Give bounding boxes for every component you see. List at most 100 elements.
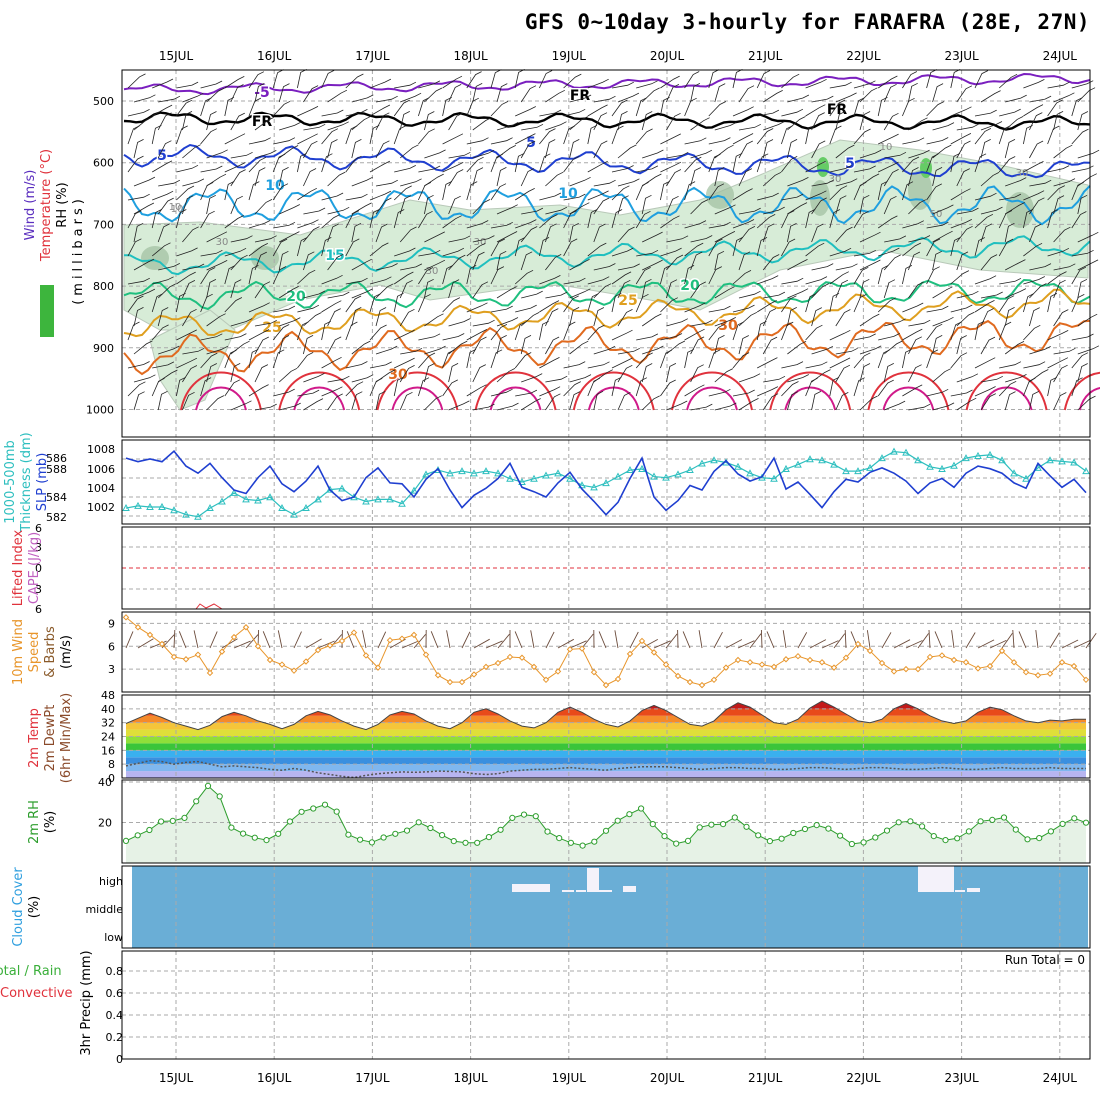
wind-barb	[569, 374, 592, 383]
wind-barb	[908, 281, 924, 299]
wind-barb	[496, 122, 519, 131]
wind-barb	[321, 320, 331, 341]
cloud-ylabel: Cloud Cover(%)	[11, 867, 42, 947]
thickness-point	[626, 466, 634, 474]
wind-barb	[496, 167, 507, 187]
wind-barb	[133, 94, 156, 103]
thickness-point	[878, 454, 886, 462]
rh-tick-label: 20	[98, 817, 112, 830]
sfc-wind-barb	[530, 630, 535, 649]
wind-barb	[926, 101, 945, 117]
wind-barb	[877, 297, 896, 313]
wind-speed-point	[170, 653, 178, 661]
wind-frame	[121, 611, 1091, 693]
wind-barb	[490, 137, 513, 145]
wind-barb	[708, 323, 725, 341]
rh-point	[286, 818, 293, 825]
sfc-wind-barb	[1018, 631, 1027, 649]
wind-barb	[1077, 149, 1100, 159]
temp-contour-label: 30	[718, 318, 738, 334]
wind-barb	[351, 374, 374, 383]
wind-barb	[297, 133, 318, 145]
top-date-label: 24JUL	[1043, 49, 1078, 63]
wind-barb	[1023, 190, 1045, 201]
wind-barb	[974, 70, 989, 89]
wind-barb	[853, 80, 876, 89]
thickness-point	[962, 454, 970, 462]
wind-barb	[545, 336, 560, 355]
wind-barb	[666, 151, 689, 159]
pressure-tick-label: 800	[93, 280, 114, 293]
thickness-point	[458, 467, 466, 475]
wind-speed-point	[614, 675, 622, 683]
rh-point	[778, 835, 785, 842]
temp-contour--5	[123, 72, 1091, 96]
wind-barb	[466, 71, 482, 89]
wind-barb	[442, 349, 455, 369]
thickness-point	[518, 477, 526, 485]
wind-barb	[442, 265, 453, 285]
wind-barb	[877, 349, 890, 369]
wind-barb	[877, 215, 898, 229]
wind-barb	[980, 375, 1003, 383]
wind-speed-point	[542, 676, 550, 684]
wind-barb	[327, 206, 350, 215]
temp-contour-label: 20	[680, 278, 700, 294]
wind-speed-point	[818, 659, 826, 666]
thickness-point	[1070, 458, 1078, 466]
wind-barb	[1005, 177, 1027, 187]
wind-barb	[200, 128, 217, 145]
wind-barb	[859, 313, 880, 327]
wind-barb	[853, 128, 871, 145]
ylabel-line: Wind (m/s)	[23, 170, 38, 241]
temp-contour-label: 5	[157, 148, 167, 164]
wind-barb	[297, 321, 309, 341]
wind-barb	[1071, 181, 1085, 201]
wind-barb	[158, 179, 181, 187]
wind-barb	[690, 199, 709, 215]
wind-barb	[496, 204, 518, 215]
wind-barb	[466, 220, 489, 229]
rh-point	[965, 828, 973, 835]
sfc-wind-barb	[928, 629, 931, 649]
wind-barb	[303, 207, 326, 215]
wind-barb	[514, 321, 527, 341]
wind-barb	[902, 302, 924, 313]
wind-barb	[224, 297, 243, 313]
slp-frame	[121, 439, 1091, 525]
wind-barb	[884, 235, 907, 243]
rh-point	[1059, 820, 1066, 828]
rh-point	[696, 824, 703, 831]
wind-barb	[272, 153, 286, 173]
wind-barb	[974, 320, 985, 341]
wind-barb	[642, 231, 663, 243]
wind-barb	[321, 109, 344, 117]
wind-barb	[273, 305, 296, 313]
rh-point	[720, 821, 727, 828]
wind-barb	[472, 117, 492, 131]
thickness-point	[314, 495, 322, 503]
wind-barb	[762, 336, 778, 355]
cloud-panel: high middle low Cloud Cover(%)	[11, 865, 1091, 949]
wind-barb	[206, 111, 217, 131]
wind-barb	[230, 151, 253, 159]
wind-barb	[762, 171, 782, 187]
chart-title: GFS 0~10day 3-hourly for FARAFRA (28E, 2…	[524, 10, 1090, 34]
wind-speed-point	[386, 636, 394, 644]
wind-barb	[279, 402, 301, 411]
ylabel-line: Speed	[27, 632, 42, 673]
wind-barb	[781, 156, 798, 173]
wind-barb	[472, 235, 495, 243]
wind-barb	[1071, 165, 1094, 173]
wind-barb	[732, 352, 750, 369]
wind-barb	[908, 149, 930, 159]
thickness-point	[830, 460, 838, 468]
thickness-tick-label: 586	[46, 452, 67, 465]
wind-barb	[708, 305, 731, 313]
wind-barb	[593, 307, 605, 327]
wind-barb	[883, 363, 894, 383]
sfc-wind-barb	[1001, 633, 1013, 649]
wind-barb	[956, 251, 969, 271]
wind-barb	[617, 195, 629, 215]
